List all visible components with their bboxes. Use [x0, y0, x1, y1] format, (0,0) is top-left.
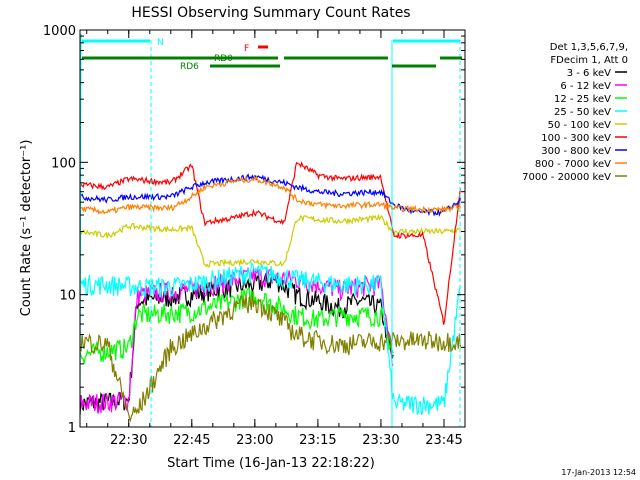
y-tick-label: 10 [59, 289, 76, 304]
y-tick-label: 1 [68, 421, 76, 436]
legend-label: 7000 - 20000 keV [522, 172, 611, 183]
x-tick-label: 23:15 [299, 433, 336, 448]
legend-label: 3 - 6 keV [567, 68, 611, 79]
legend-label: 50 - 100 keV [548, 120, 612, 131]
legend-label: 25 - 50 keV [554, 107, 611, 118]
y-axis-label: Count Rate (s⁻¹ detector⁻¹) [19, 140, 34, 317]
flag-label: RD0 [214, 54, 233, 64]
legend-label: 6 - 12 keV [560, 81, 611, 92]
legend-label: 300 - 800 keV [541, 146, 611, 157]
legend: Det 1,3,5,6,7,9, FDecim 1, Att 0 3 - 6 keV… [522, 42, 628, 183]
y-tick-label: 100 [51, 156, 76, 171]
series-line [79, 174, 461, 216]
series-layer [79, 160, 461, 423]
series-line [79, 262, 461, 415]
y-tick-label: 1000 [43, 24, 76, 39]
x-tick-label: 22:30 [110, 433, 147, 448]
plot-frame [79, 29, 466, 428]
footer-timestamp: 17-Jan-2013 12:54 [561, 468, 636, 477]
legend-header: Det 1,3,5,6,7,9, [550, 42, 628, 53]
chart-title: HESSI Observing Summary Count Rates [131, 5, 410, 21]
x-tick-label: 22:45 [173, 433, 210, 448]
legend-label: 100 - 300 keV [541, 133, 611, 144]
axis-layer: 22:30 22:45 23:00 23:15 23:30 23:45 1 10 100 1000 [43, 24, 466, 448]
legend-header: FDecim 1, Att 0 [550, 55, 628, 66]
series-line [79, 213, 461, 268]
flag-label: N [157, 38, 164, 48]
flag-label: RD6 [180, 62, 199, 72]
legend-label: 12 - 25 keV [554, 94, 611, 105]
flag-label: F [244, 44, 249, 54]
x-tick-label: 23:30 [362, 433, 399, 448]
x-tick-label: 23:00 [236, 433, 273, 448]
series-line [79, 267, 394, 414]
x-axis-label: Start Time (16-Jan-13 22:18:22) [167, 456, 375, 471]
series-line [79, 292, 461, 423]
x-tick-label: 23:45 [425, 433, 462, 448]
legend-label: 800 - 7000 keV [535, 159, 611, 170]
series-line [79, 160, 461, 325]
